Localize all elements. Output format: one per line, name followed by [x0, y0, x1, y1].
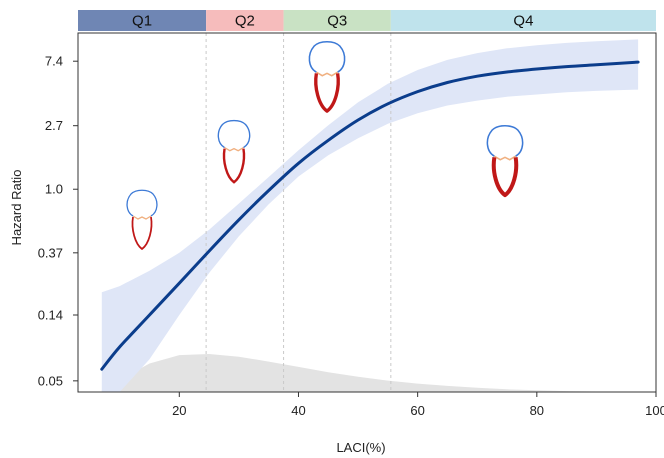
heart-icon-q4 — [486, 125, 524, 198]
confidence-band-0 — [101, 39, 639, 393]
heart-icon-q2 — [217, 119, 251, 184]
confidence-band-layer — [101, 39, 639, 393]
hazard-curve-layer — [100, 60, 640, 371]
y-tick-label: 0.14 — [38, 307, 63, 322]
plot-area — [77, 32, 657, 393]
y-axis: 0.05 0.14 0.37 1.0 2.7 7.4 — [38, 54, 78, 388]
y-tick-label: 0.37 — [38, 245, 63, 260]
y-tick-label: 1.0 — [45, 182, 63, 197]
x-axis-title: LACI(%) — [336, 440, 385, 455]
x-tick-label: 60 — [410, 403, 424, 418]
quartile-label-q3: Q3 — [327, 13, 347, 30]
density-layer — [101, 354, 657, 392]
quartile-header: Q1 Q2 Q3 Q4 — [78, 10, 656, 31]
x-tick-label: 20 — [172, 403, 186, 418]
x-tick-label: 80 — [530, 403, 544, 418]
heart-icon-q3 — [308, 41, 346, 113]
y-axis-title: Hazard Ratio — [9, 170, 24, 246]
quartile-label-q4: Q4 — [513, 13, 533, 30]
distribution-density-area — [101, 354, 657, 392]
quartile-label-q2: Q2 — [235, 13, 255, 30]
x-axis: 20 40 60 80 100 — [172, 392, 664, 418]
quartile-bar-q4 — [390, 10, 656, 31]
y-tick-label: 2.7 — [45, 118, 63, 133]
heart-icon-q1 — [126, 189, 158, 250]
heart-icon-layer — [126, 41, 524, 250]
hazard-ratio-curve-0 — [100, 60, 640, 371]
x-tick-label: 40 — [291, 403, 305, 418]
quartile-bar-q3 — [283, 10, 391, 31]
y-tick-label: 7.4 — [45, 54, 63, 69]
quartile-bar-q2 — [206, 10, 284, 31]
plot-frame — [78, 33, 656, 392]
quartile-label-q1: Q1 — [132, 13, 152, 30]
x-tick-label: 100 — [645, 403, 664, 418]
quartile-bar-q1 — [78, 10, 207, 31]
y-tick-label: 0.05 — [38, 373, 63, 388]
plot-border — [77, 32, 657, 393]
